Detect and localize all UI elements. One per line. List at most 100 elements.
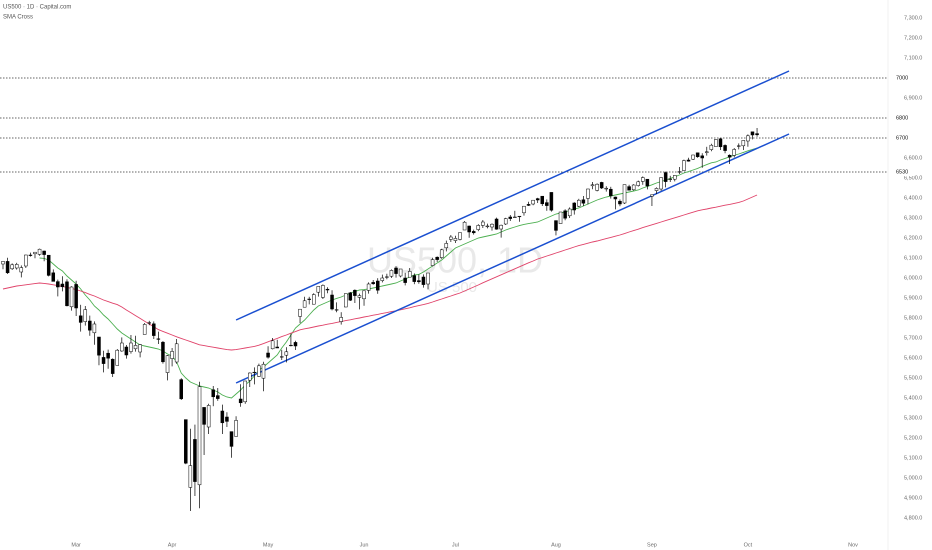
candle-body [755, 133, 759, 136]
candle-body [490, 223, 494, 228]
candle-body [513, 216, 517, 218]
candle-body [243, 380, 247, 403]
candle-body [170, 351, 174, 359]
candle-body [353, 289, 357, 296]
candle-body [124, 346, 129, 356]
candle-body [535, 198, 540, 201]
candle-body [106, 352, 110, 359]
y-tick-label: 5,000.0 [904, 475, 922, 481]
candle-body [74, 284, 78, 309]
candle-body [663, 172, 668, 182]
candle-body [120, 342, 124, 352]
y-tick-label: 6,600.0 [904, 155, 922, 161]
y-tick-label: 7,200.0 [904, 35, 922, 41]
level-label: 6800 [896, 115, 908, 121]
y-tick-label: 7,100.0 [904, 55, 922, 61]
candle-body [631, 184, 636, 191]
candle-body [238, 398, 243, 404]
candle-body [727, 154, 732, 158]
candle-body [650, 194, 654, 197]
candle-body [312, 294, 316, 305]
candle-body [449, 236, 453, 240]
watermark-title: US500, 1D [367, 240, 543, 281]
candle-body [252, 371, 257, 374]
y-tick-label: 5,800.0 [904, 315, 922, 321]
candle-body [750, 131, 755, 136]
candle-body [51, 272, 56, 282]
candle-body [193, 439, 197, 482]
candle-body [206, 405, 211, 428]
candle-body [179, 379, 183, 400]
candle-body [216, 395, 220, 399]
candle-body [138, 344, 142, 353]
candle-body [371, 282, 375, 285]
x-tick-label: Jul [452, 542, 459, 548]
candle-body [645, 178, 650, 187]
candle-body [673, 175, 677, 180]
x-tick-label: Aug [551, 542, 561, 548]
candle-body [686, 159, 691, 162]
candle-body [563, 210, 567, 219]
y-tick-label: 6,300.0 [904, 215, 922, 221]
candle-body [110, 358, 115, 374]
candle-body [142, 324, 147, 335]
candle-body [421, 276, 426, 285]
candle-body [129, 342, 133, 352]
level-label-box [890, 168, 914, 176]
candle-body [293, 342, 298, 347]
y-tick-label: 5,200.0 [904, 435, 922, 441]
candle-body [577, 199, 581, 207]
candle-body [298, 308, 302, 317]
candle-body [334, 309, 339, 311]
candle-body [462, 221, 467, 231]
candle-body [659, 177, 663, 190]
level-label: 7000 [896, 75, 908, 81]
candle-body [435, 256, 439, 260]
y-tick-label: 4,900.0 [904, 495, 922, 501]
candle-body [330, 294, 334, 310]
candle-body [417, 280, 421, 283]
candle-body [362, 290, 366, 300]
candle-body [380, 277, 385, 281]
candle-body [10, 264, 14, 270]
candle-body [554, 220, 558, 231]
candle-body [115, 349, 119, 366]
candle-body [691, 154, 695, 160]
candle-body [307, 298, 311, 300]
candle-body [654, 188, 659, 191]
candle-body [92, 323, 97, 334]
candle-body [24, 254, 28, 267]
candle-body [618, 200, 622, 205]
y-tick-label: 5,600.0 [904, 355, 922, 361]
candle-body [622, 184, 627, 204]
moving-average-line [2, 194, 758, 351]
candle-body [403, 277, 407, 283]
y-tick-label: 6,400.0 [904, 195, 922, 201]
y-tick-label: 5,300.0 [904, 415, 922, 421]
candle-body [339, 317, 343, 322]
candle-body [302, 300, 307, 308]
candle-body [316, 286, 321, 293]
x-tick-label: Oct [744, 542, 753, 548]
x-tick-label: Mar [71, 542, 81, 548]
level-label-box [890, 74, 914, 82]
candle-body [453, 238, 458, 241]
candle-body [668, 178, 672, 180]
candle-body [266, 352, 270, 358]
candle-body [586, 188, 590, 199]
candle-body [28, 254, 33, 256]
candle-body [549, 192, 554, 211]
candle-body [321, 285, 325, 298]
candle-body [737, 145, 741, 147]
y-tick-label: 5,500.0 [904, 375, 922, 381]
candle-body [526, 204, 531, 206]
candle-body [695, 152, 700, 158]
candle-body [503, 218, 508, 225]
x-tick-label: Apr [168, 542, 177, 548]
candle-body [677, 171, 682, 173]
candle-body [609, 188, 613, 197]
candle-body [280, 356, 284, 358]
